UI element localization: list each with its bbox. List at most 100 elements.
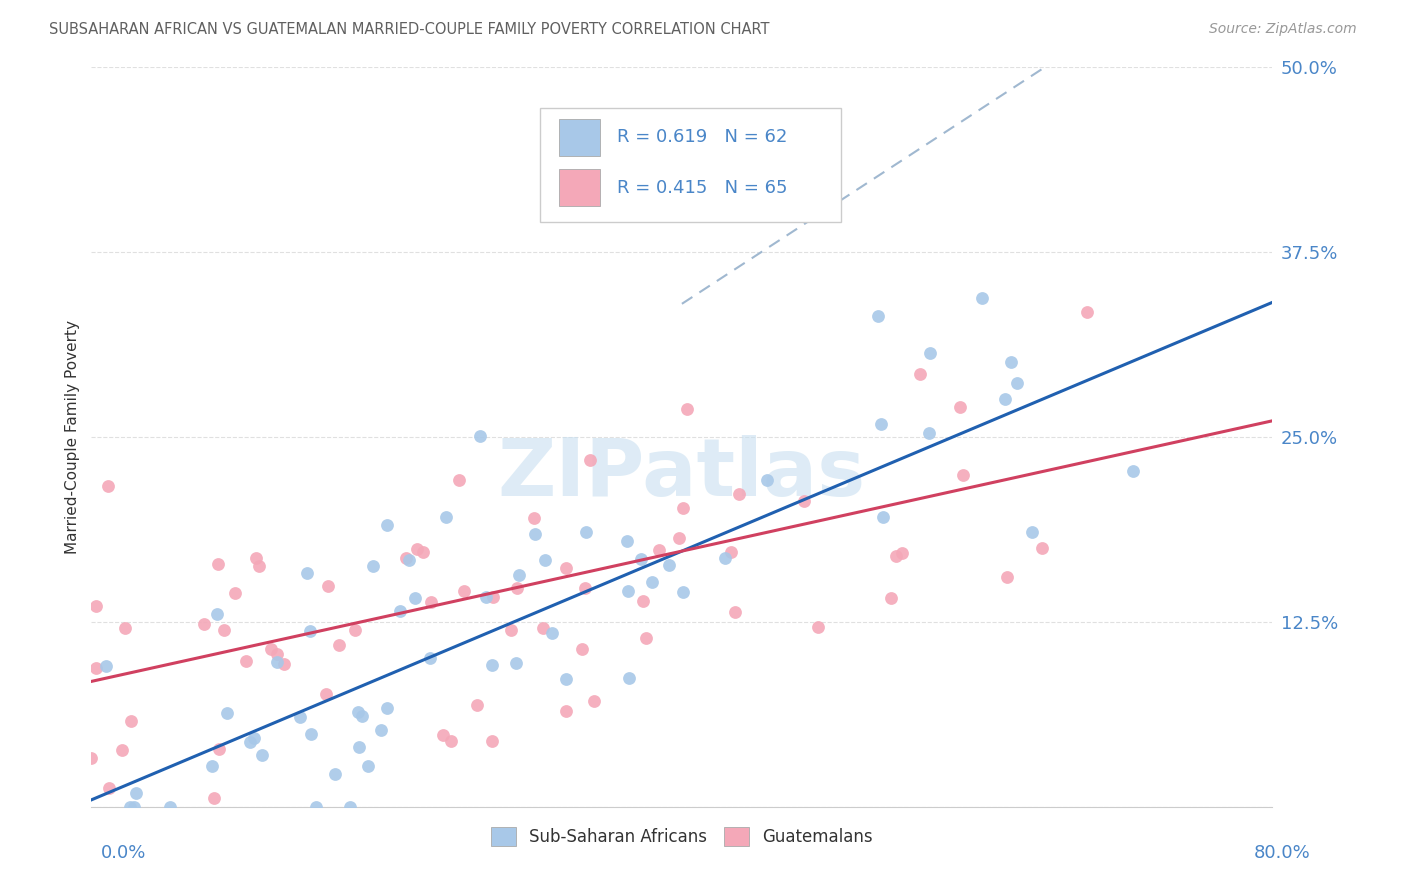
Point bbox=[910, 367, 932, 381]
Point bbox=[574, 581, 596, 595]
Point bbox=[672, 501, 695, 516]
Point bbox=[299, 727, 322, 741]
Point bbox=[793, 493, 815, 508]
Point bbox=[641, 575, 664, 590]
Point bbox=[555, 672, 578, 686]
Point bbox=[328, 638, 350, 652]
Point bbox=[404, 591, 426, 606]
Point bbox=[756, 474, 779, 488]
Point bbox=[207, 557, 229, 571]
Point bbox=[918, 426, 941, 441]
Point bbox=[245, 550, 267, 565]
Text: 0.0%: 0.0% bbox=[101, 844, 146, 862]
Point bbox=[419, 595, 441, 609]
Point bbox=[506, 581, 529, 595]
Point bbox=[668, 531, 690, 545]
Point bbox=[120, 714, 142, 728]
Point bbox=[671, 584, 693, 599]
Point bbox=[872, 509, 894, 524]
Point bbox=[870, 417, 893, 431]
Point bbox=[571, 642, 593, 657]
Point bbox=[453, 584, 475, 599]
Point bbox=[389, 605, 412, 619]
Point bbox=[432, 728, 454, 742]
Point bbox=[440, 734, 463, 748]
Point bbox=[122, 800, 145, 814]
Point bbox=[412, 544, 434, 558]
Y-axis label: Married-Couple Family Poverty: Married-Couple Family Poverty bbox=[65, 320, 80, 554]
Point bbox=[918, 346, 941, 360]
Point bbox=[724, 605, 747, 619]
Point bbox=[125, 786, 148, 800]
Point bbox=[884, 549, 907, 563]
Text: R = 0.619   N = 62: R = 0.619 N = 62 bbox=[617, 128, 787, 146]
Point bbox=[866, 309, 889, 323]
Point bbox=[468, 428, 491, 442]
Point bbox=[201, 759, 224, 773]
Point bbox=[481, 657, 503, 672]
Point bbox=[554, 704, 576, 718]
Point bbox=[398, 553, 420, 567]
Text: SUBSAHARAN AFRICAN VS GUATEMALAN MARRIED-COUPLE FAMILY POVERTY CORRELATION CHART: SUBSAHARAN AFRICAN VS GUATEMALAN MARRIED… bbox=[49, 22, 769, 37]
Point bbox=[482, 590, 505, 604]
Point bbox=[323, 767, 346, 781]
Point bbox=[247, 559, 270, 574]
Point bbox=[806, 620, 828, 634]
Point bbox=[207, 607, 229, 621]
Point bbox=[370, 723, 392, 738]
Point bbox=[948, 400, 970, 414]
Point bbox=[505, 656, 527, 670]
Point bbox=[375, 701, 398, 715]
Point bbox=[1076, 304, 1098, 318]
Point bbox=[193, 616, 215, 631]
Point bbox=[208, 741, 231, 756]
Point bbox=[575, 524, 598, 539]
Point bbox=[94, 659, 117, 673]
Point bbox=[405, 541, 427, 556]
Point bbox=[541, 626, 564, 640]
Point bbox=[720, 545, 742, 559]
Point bbox=[80, 751, 103, 765]
Point bbox=[347, 740, 370, 755]
Point bbox=[84, 599, 107, 613]
Point bbox=[714, 551, 737, 566]
Point bbox=[239, 735, 262, 749]
Point bbox=[339, 800, 361, 814]
Point bbox=[111, 743, 134, 757]
Point bbox=[288, 710, 311, 724]
Point bbox=[582, 694, 605, 708]
Point bbox=[523, 526, 546, 541]
Point bbox=[419, 651, 441, 665]
Point bbox=[523, 511, 546, 525]
Point bbox=[352, 709, 374, 723]
Point bbox=[995, 570, 1018, 584]
Point bbox=[273, 657, 295, 672]
Point bbox=[880, 591, 903, 606]
Point bbox=[449, 473, 471, 487]
Point bbox=[375, 517, 398, 532]
Point bbox=[84, 660, 107, 674]
Point bbox=[631, 594, 654, 608]
Point bbox=[727, 486, 749, 500]
Point bbox=[630, 551, 652, 566]
Point bbox=[555, 560, 578, 574]
Point bbox=[1021, 524, 1043, 539]
Point bbox=[475, 590, 498, 604]
Point bbox=[266, 655, 288, 669]
Point bbox=[297, 566, 319, 580]
Point bbox=[970, 291, 993, 305]
Point bbox=[617, 672, 640, 686]
Point bbox=[235, 654, 257, 668]
Text: R = 0.415   N = 65: R = 0.415 N = 65 bbox=[617, 178, 787, 196]
Point bbox=[159, 800, 181, 814]
Point bbox=[616, 534, 638, 549]
Point bbox=[1031, 541, 1053, 555]
Legend: Sub-Saharan Africans, Guatemalans: Sub-Saharan Africans, Guatemalans bbox=[482, 819, 882, 855]
Text: Source: ZipAtlas.com: Source: ZipAtlas.com bbox=[1209, 22, 1357, 37]
Point bbox=[579, 453, 602, 467]
Point bbox=[675, 402, 697, 417]
Point bbox=[634, 631, 657, 645]
FancyBboxPatch shape bbox=[560, 169, 600, 206]
Point bbox=[508, 568, 530, 582]
Point bbox=[434, 509, 457, 524]
